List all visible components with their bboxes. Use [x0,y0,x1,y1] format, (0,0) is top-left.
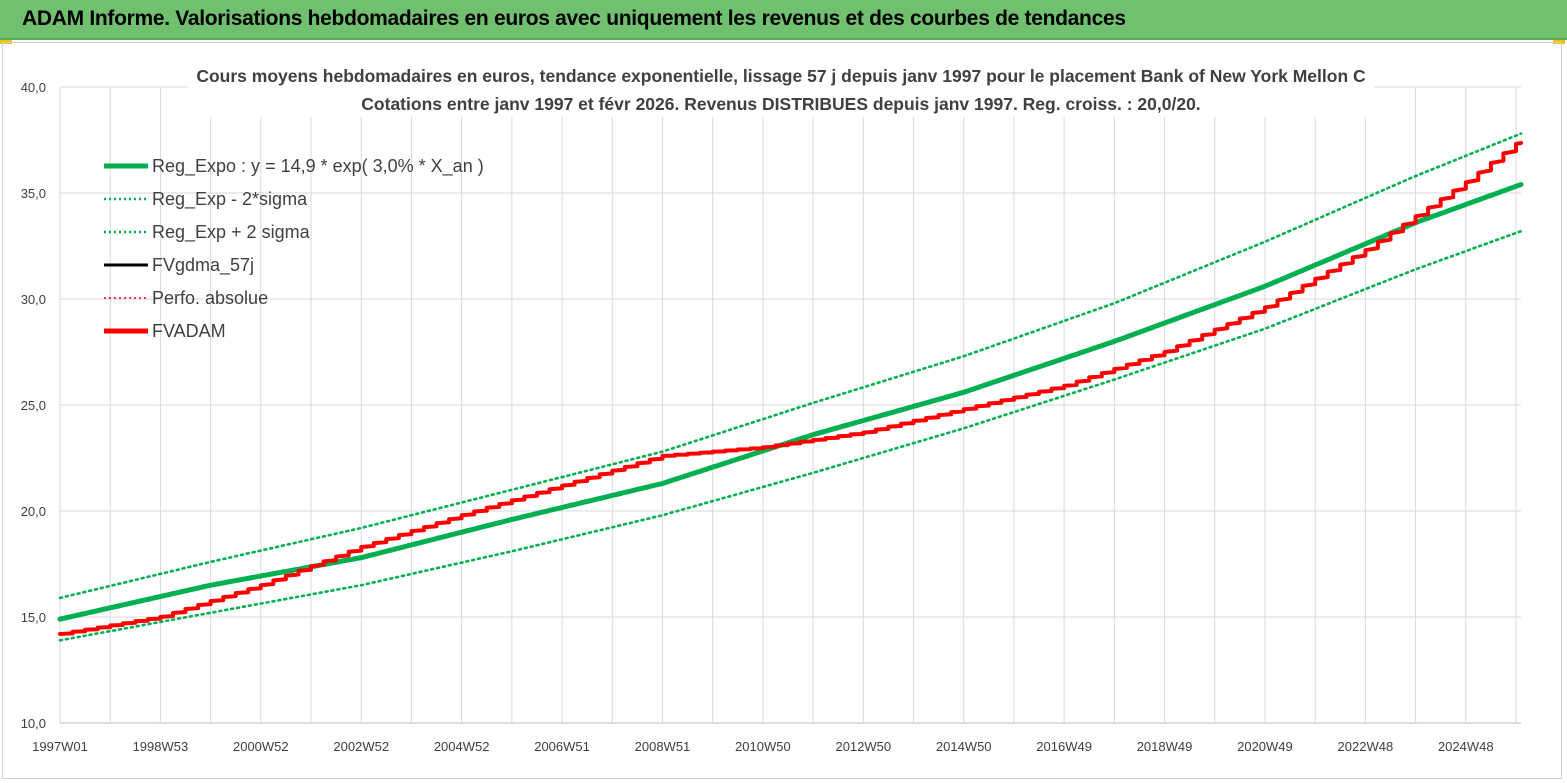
x-tick-label: 2012W50 [835,739,891,754]
y-tick-label: 40,0 [21,80,46,95]
legend: Reg_Expo : y = 14,9 * exp( 3,0% * X_an )… [104,156,484,341]
chart-title: Cours moyens hebdomadaires en euros, ten… [196,66,1366,86]
y-tick-label: 35,0 [21,186,46,201]
series-line-reg-expo [57,182,1524,622]
x-tick-label: 1997W01 [32,739,88,754]
x-tick-label: 2020W49 [1237,739,1293,754]
x-tick-label: 2014W50 [936,739,992,754]
y-tick-label: 25,0 [21,398,46,413]
x-tick-label: 2000W52 [233,739,289,754]
y-axis-labels: 10,0 15,0 20,0 25,0 30,0 35,0 40,0 [21,80,46,731]
legend-label: Reg_Expo : y = 14,9 * exp( 3,0% * X_an ) [152,156,484,177]
title-background [188,62,1374,117]
x-axis-labels: 1997W01 1998W53 2000W52 2002W52 2004W52 2006W… [32,739,1493,754]
chart-frame [2,42,1562,779]
x-tick-label: 2022W48 [1338,739,1394,754]
report-banner: ADAM Informe. Valorisations hebdomadaire… [0,0,1567,40]
legend-label: Reg_Exp - 2*sigma [152,189,308,210]
x-tick-label: 1998W53 [133,739,189,754]
y-tick-label: 15,0 [21,610,46,625]
chart-subtitle: Cotations entre janv 1997 et févr 2026. … [361,94,1200,114]
report-title: ADAM Informe. Valorisations hebdomadaire… [22,7,1126,30]
y-tick-label: 30,0 [21,292,46,307]
y-tick-label: 20,0 [21,504,46,519]
x-tick-label: 2016W49 [1036,739,1092,754]
x-tick-label: 2004W52 [434,739,490,754]
x-tick-label: 2024W48 [1438,739,1494,754]
gridlines [59,86,1521,724]
legend-label: FVgdma_57j [152,255,254,276]
series-lines [57,132,1524,642]
x-tick-label: 2002W52 [333,739,389,754]
series-line-fvgdma [59,141,1522,635]
series-line-perfo-absolue [59,142,1522,635]
x-tick-label: 2018W49 [1137,739,1193,754]
x-tick-label: 2010W50 [735,739,791,754]
series-line-sigma-band [58,132,1523,600]
y-tick-label: 10,0 [21,716,46,731]
x-tick-label: 2008W51 [635,739,691,754]
x-tick-label: 2006W51 [534,739,590,754]
legend-label: Reg_Exp + 2 sigma [152,222,311,243]
series-line-sigma-band [58,229,1523,642]
legend-label: FVADAM [152,321,226,341]
series-line-fvadam [58,140,1523,636]
legend-label: Perfo. absolue [152,288,268,308]
